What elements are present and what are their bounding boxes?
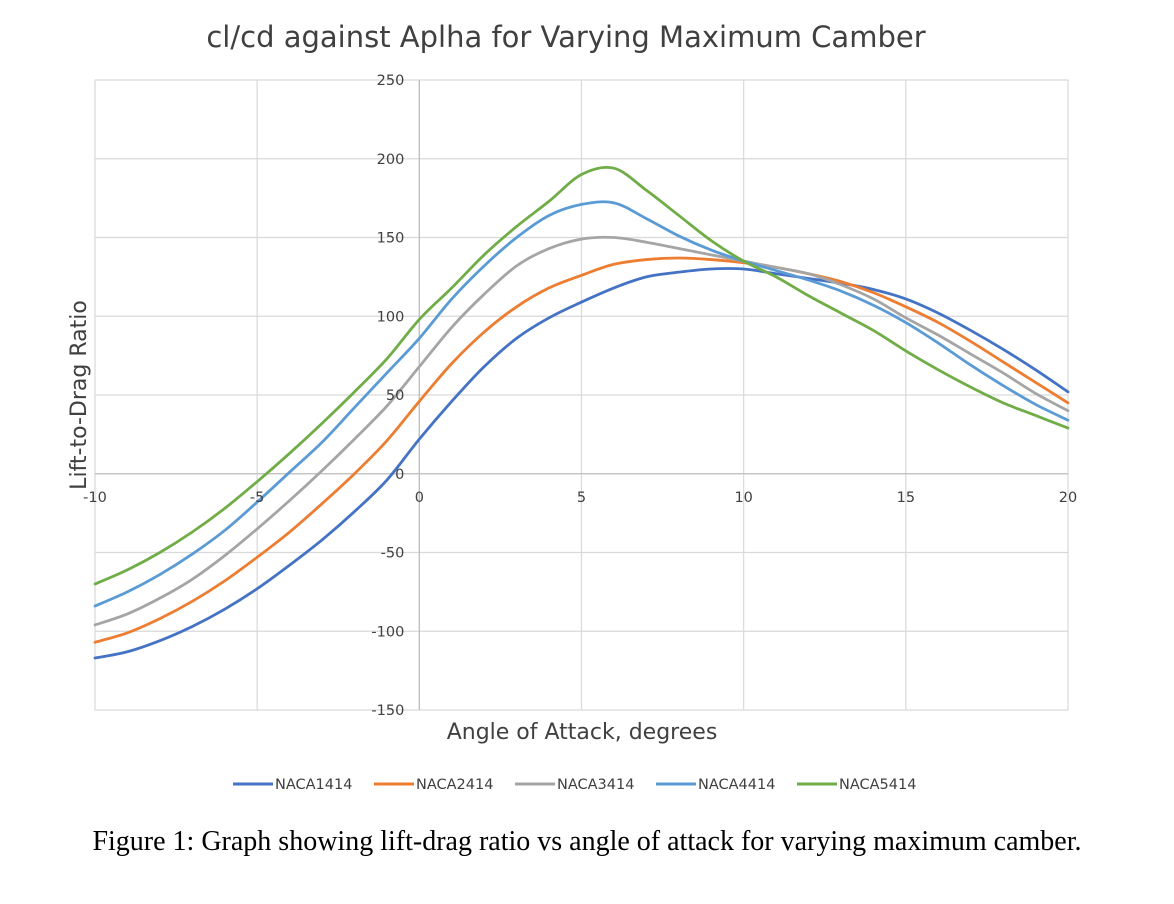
series-line-naca4414 <box>93 200 1070 608</box>
series-line-naca1414 <box>93 267 1070 660</box>
y-tick-label: 150 <box>377 231 405 247</box>
x-tick-label: 20 <box>1059 490 1077 506</box>
legend: NACA1414 NACA2414 NACA3414 NACA4414 NACA5414 <box>233 777 916 793</box>
y-tick-label: 50 <box>386 388 404 404</box>
x-tick-label: -5 <box>250 490 264 506</box>
line-chart: cl/cd against Aplha for Varying Maximum … <box>67 20 1077 793</box>
legend-label-naca2414: NACA2414 <box>416 777 493 793</box>
chart-title: cl/cd against Aplha for Varying Maximum … <box>206 20 925 54</box>
y-tick-label: 0 <box>395 467 404 483</box>
series-line-naca2414 <box>93 256 1070 644</box>
legend-label-naca5414: NACA5414 <box>839 777 916 793</box>
series-lines <box>93 165 1070 660</box>
x-tick-label: 10 <box>734 490 752 506</box>
figure-caption: Figure 1: Graph showing lift-drag ratio … <box>92 826 1082 857</box>
x-tick-label: 15 <box>897 490 915 506</box>
y-tick-label: 250 <box>377 73 405 89</box>
legend-label-naca3414: NACA3414 <box>557 777 634 793</box>
y-tick-label: -50 <box>381 546 405 562</box>
y-tick-label: 100 <box>377 309 405 325</box>
series-line-naca5414 <box>93 165 1070 586</box>
series-line-naca3414 <box>93 235 1070 627</box>
x-axis-title: Angle of Attack, degrees <box>447 720 718 745</box>
legend-label-naca1414: NACA1414 <box>275 777 352 793</box>
x-tick-label: 0 <box>415 490 424 506</box>
y-tick-label: 200 <box>377 152 405 168</box>
y-tick-label: -150 <box>371 703 404 719</box>
legend-label-naca4414: NACA4414 <box>698 777 775 793</box>
y-tick-label: -100 <box>371 624 404 640</box>
x-tick-label: 5 <box>577 490 586 506</box>
x-tick-label: -10 <box>83 490 107 506</box>
y-axis-title: Lift-to-Drag Ratio <box>67 300 92 490</box>
